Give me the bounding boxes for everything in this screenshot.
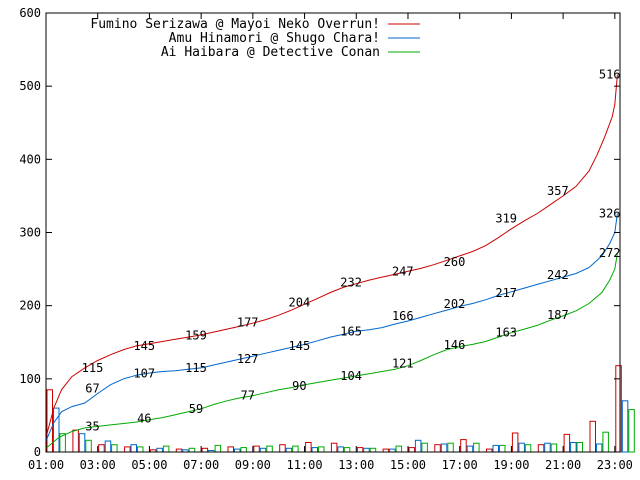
x-tick-label: 09:00: [235, 458, 271, 472]
x-tick-label: 15:00: [390, 458, 426, 472]
data-label-series-2: 242: [547, 268, 569, 282]
data-label-series-3: 146: [444, 338, 466, 352]
y-tick-label: 300: [19, 226, 41, 240]
data-label-series-3: 272: [599, 246, 621, 260]
data-label-series-3: 104: [340, 369, 362, 383]
legend-label-1: Fumino Serizawa @ Mayoi Neko Overrun!: [90, 17, 380, 32]
data-label-series-2: 165: [340, 324, 362, 338]
y-tick-label: 500: [19, 79, 41, 93]
y-tick-label: 200: [19, 299, 41, 313]
data-label-series-3: 90: [292, 379, 306, 393]
y-tick-label: 0: [34, 445, 41, 459]
legend-label-2: Amu Hinamori @ Shugo Chara!: [169, 31, 380, 46]
x-tick-label: 23:00: [597, 458, 633, 472]
data-label-series-2: 217: [495, 286, 517, 300]
x-tick-label: 07:00: [183, 458, 219, 472]
data-label-series-2: 202: [444, 297, 466, 311]
x-tick-label: 05:00: [131, 458, 167, 472]
data-labels-layer: 115 145 159 177 204 232 247 260 319 357 516 67 107 11…: [82, 68, 621, 434]
y-tick-label: 400: [19, 152, 41, 166]
series-line-1: [45, 74, 618, 438]
bar-3-hour-23: [628, 409, 635, 453]
data-label-series-2: 107: [133, 367, 155, 381]
data-label-series-1: 319: [495, 212, 517, 226]
data-label-series-1: 177: [237, 316, 259, 330]
lines-layer: [45, 74, 618, 449]
x-tick-label: 17:00: [442, 458, 478, 472]
x-tick-label: 01:00: [28, 458, 64, 472]
bar-2-hour-23: [621, 400, 629, 453]
x-tick-label: 13:00: [338, 458, 374, 472]
x-tick-label: 19:00: [493, 458, 529, 472]
data-label-series-1: 115: [82, 361, 104, 375]
legend-label-3: Ai Haibara @ Detective Conan: [161, 45, 380, 60]
x-tick-label: 03:00: [80, 458, 116, 472]
data-label-series-3: 187: [547, 308, 569, 322]
axes-layer: 0 100 200 300 400 500 600 01:00 03:00 05:00 07:00 0…: [19, 6, 633, 472]
data-label-series-1: 357: [547, 184, 569, 198]
data-label-series-2: 67: [85, 381, 99, 395]
series-line-3: [45, 252, 618, 449]
y-tick-label: 600: [19, 6, 41, 20]
data-label-series-3: 77: [240, 389, 254, 403]
data-label-series-1: 247: [392, 264, 414, 278]
data-label-series-2: 145: [289, 339, 311, 353]
y-tick-label: 100: [19, 372, 41, 386]
data-label-series-3: 121: [392, 357, 414, 371]
data-label-series-3: 35: [85, 419, 99, 433]
data-label-series-1: 232: [340, 275, 362, 289]
data-label-series-1: 260: [444, 255, 466, 269]
series-line-2: [45, 213, 618, 442]
data-label-series-3: 46: [137, 411, 151, 425]
x-tick-label: 21:00: [545, 458, 581, 472]
data-label-series-1: 204: [289, 296, 311, 310]
data-label-series-3: 163: [495, 326, 517, 340]
data-label-series-3: 59: [189, 402, 203, 416]
data-label-series-1: 159: [185, 329, 207, 343]
data-label-series-2: 127: [237, 352, 259, 366]
data-label-series-1: 516: [599, 68, 621, 82]
x-tick-label: 11:00: [286, 458, 322, 472]
data-label-series-2: 166: [392, 309, 414, 323]
legend: Fumino Serizawa @ Mayoi Neko Overrun!Amu…: [90, 17, 420, 60]
data-label-series-2: 115: [185, 361, 207, 375]
data-label-series-1: 145: [133, 339, 155, 353]
data-label-series-2: 326: [599, 207, 621, 221]
